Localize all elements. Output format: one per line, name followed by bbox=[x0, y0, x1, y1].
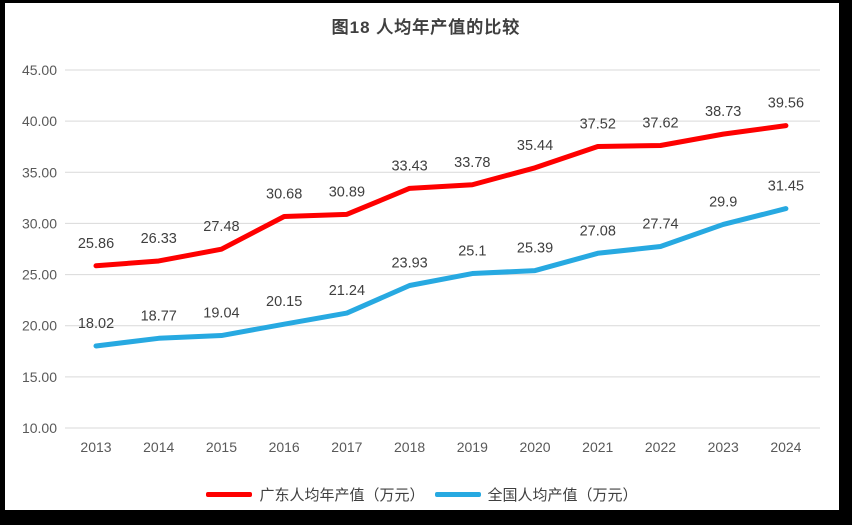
x-tick-label: 2013 bbox=[80, 439, 111, 455]
data-label: 18.02 bbox=[78, 316, 114, 332]
data-label: 33.43 bbox=[391, 158, 427, 174]
data-label: 29.9 bbox=[709, 194, 737, 210]
x-tick-label: 2017 bbox=[331, 439, 362, 455]
data-label: 23.93 bbox=[391, 256, 427, 272]
data-label: 25.86 bbox=[78, 236, 114, 252]
data-label: 25.1 bbox=[458, 244, 486, 260]
series-line-0 bbox=[93, 123, 789, 269]
legend-item-guangdong: 广东人均年产值（万元） bbox=[206, 484, 425, 505]
x-tick-label: 2014 bbox=[143, 439, 174, 455]
data-label: 37.52 bbox=[580, 117, 616, 133]
y-tick-label: 10.00 bbox=[22, 420, 57, 436]
x-tick-label: 2016 bbox=[269, 439, 300, 455]
frame-border-right bbox=[839, 0, 852, 525]
y-tick-label: 45.00 bbox=[22, 62, 57, 78]
x-tick-label: 2022 bbox=[645, 439, 676, 455]
data-label: 31.45 bbox=[768, 179, 804, 195]
x-tick-label: 2021 bbox=[582, 439, 613, 455]
data-label: 30.68 bbox=[266, 186, 302, 202]
legend-line-swatch-red bbox=[206, 492, 253, 497]
frame-border-left bbox=[0, 0, 5, 525]
data-label: 19.04 bbox=[203, 306, 239, 322]
data-label: 38.73 bbox=[705, 104, 741, 120]
x-tick-label: 2024 bbox=[770, 439, 801, 455]
legend-label-guangdong: 广东人均年产值（万元） bbox=[259, 487, 425, 504]
legend-item-national: 全国人均产值（万元） bbox=[434, 484, 638, 505]
data-label: 30.89 bbox=[329, 184, 365, 200]
data-label: 27.08 bbox=[580, 223, 616, 239]
y-tick-label: 20.00 bbox=[22, 318, 57, 334]
data-label: 26.33 bbox=[141, 231, 177, 247]
x-tick-label: 2019 bbox=[457, 439, 488, 455]
y-tick-label: 30.00 bbox=[22, 215, 57, 231]
y-tick-label: 40.00 bbox=[22, 113, 57, 129]
legend-label-national: 全国人均产值（万元） bbox=[487, 487, 638, 504]
data-label: 39.56 bbox=[768, 96, 804, 112]
frame-border-top bbox=[0, 0, 852, 3]
x-tick-label: 2023 bbox=[708, 439, 739, 455]
chart-legend: 广东人均年产值（万元） 全国人均产值（万元） bbox=[5, 484, 839, 505]
frame-border-bottom bbox=[0, 510, 852, 525]
data-label: 33.78 bbox=[454, 155, 490, 171]
y-tick-label: 15.00 bbox=[22, 369, 57, 385]
x-tick-label: 2020 bbox=[519, 439, 550, 455]
y-tick-label: 25.00 bbox=[22, 267, 57, 283]
legend-line-swatch-blue bbox=[434, 492, 481, 497]
y-tick-label: 35.00 bbox=[22, 164, 57, 180]
data-label: 35.44 bbox=[517, 138, 553, 154]
x-tick-label: 2018 bbox=[394, 439, 425, 455]
data-label: 27.48 bbox=[203, 219, 239, 235]
x-tick-label: 2015 bbox=[206, 439, 237, 455]
chart-title: 图18 人均年产值的比较 bbox=[331, 18, 521, 37]
data-label: 37.62 bbox=[642, 115, 678, 131]
data-label: 21.24 bbox=[329, 283, 365, 299]
data-label: 20.15 bbox=[266, 294, 302, 310]
data-label: 27.74 bbox=[642, 217, 678, 233]
data-label: 18.77 bbox=[141, 308, 177, 324]
data-label: 25.39 bbox=[517, 241, 553, 257]
series-line-1 bbox=[93, 206, 789, 349]
